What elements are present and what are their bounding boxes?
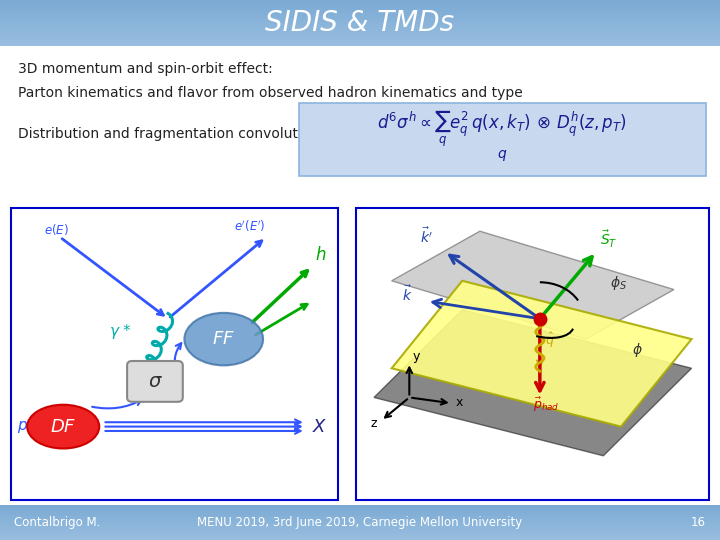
Text: 16: 16 xyxy=(690,516,706,529)
Text: $\vec{S}_T$: $\vec{S}_T$ xyxy=(600,229,617,250)
Text: Parton kinematics and flavor from observed hadron kinematics and type: Parton kinematics and flavor from observ… xyxy=(18,86,523,100)
Text: Distribution and fragmentation convoluted:: Distribution and fragmentation convolute… xyxy=(18,127,320,141)
Text: $\hat{q}$: $\hat{q}$ xyxy=(545,331,554,350)
Polygon shape xyxy=(392,281,692,427)
Text: $\phi_S$: $\phi_S$ xyxy=(611,274,627,292)
Text: $FF$: $FF$ xyxy=(212,330,235,348)
Text: x: x xyxy=(455,396,462,409)
Text: z: z xyxy=(371,416,377,430)
Text: $h$: $h$ xyxy=(315,246,327,265)
Text: Contalbrigo M.: Contalbrigo M. xyxy=(14,516,101,529)
Text: $q$: $q$ xyxy=(497,148,508,163)
Text: $\vec{p}_{had}$: $\vec{p}_{had}$ xyxy=(533,396,559,414)
Text: $\sigma$: $\sigma$ xyxy=(148,372,163,391)
Text: $\phi$: $\phi$ xyxy=(631,341,642,359)
Text: $e'(E')$: $e'(E')$ xyxy=(233,219,265,234)
FancyBboxPatch shape xyxy=(11,208,338,500)
Text: $\vec{k}$: $\vec{k}$ xyxy=(402,285,413,304)
FancyBboxPatch shape xyxy=(299,103,706,176)
Text: $X$: $X$ xyxy=(312,418,328,436)
Text: $p$: $p$ xyxy=(17,418,28,435)
Text: y: y xyxy=(413,349,420,362)
Text: MENU 2019, 3rd June 2019, Carnegie Mellon University: MENU 2019, 3rd June 2019, Carnegie Mello… xyxy=(197,516,523,529)
Text: $d^6\sigma^h \propto \sum_q e_q^2\, q(x,k_T)\, \otimes\, D_q^h(z,p_T)$: $d^6\sigma^h \propto \sum_q e_q^2\, q(x,… xyxy=(377,109,627,149)
Polygon shape xyxy=(392,231,674,339)
Text: $\gamma$ *: $\gamma$ * xyxy=(109,322,132,341)
Ellipse shape xyxy=(27,405,99,448)
FancyBboxPatch shape xyxy=(356,208,709,500)
Text: $\vec{k}'$: $\vec{k}'$ xyxy=(420,226,433,246)
Ellipse shape xyxy=(184,313,263,366)
FancyBboxPatch shape xyxy=(127,361,183,402)
Text: SIDIS & TMDs: SIDIS & TMDs xyxy=(266,9,454,37)
Text: $DF$: $DF$ xyxy=(50,417,76,436)
Text: 3D momentum and spin-orbit effect:: 3D momentum and spin-orbit effect: xyxy=(18,62,273,76)
Polygon shape xyxy=(374,310,692,456)
Text: $e(E)$: $e(E)$ xyxy=(44,222,68,237)
